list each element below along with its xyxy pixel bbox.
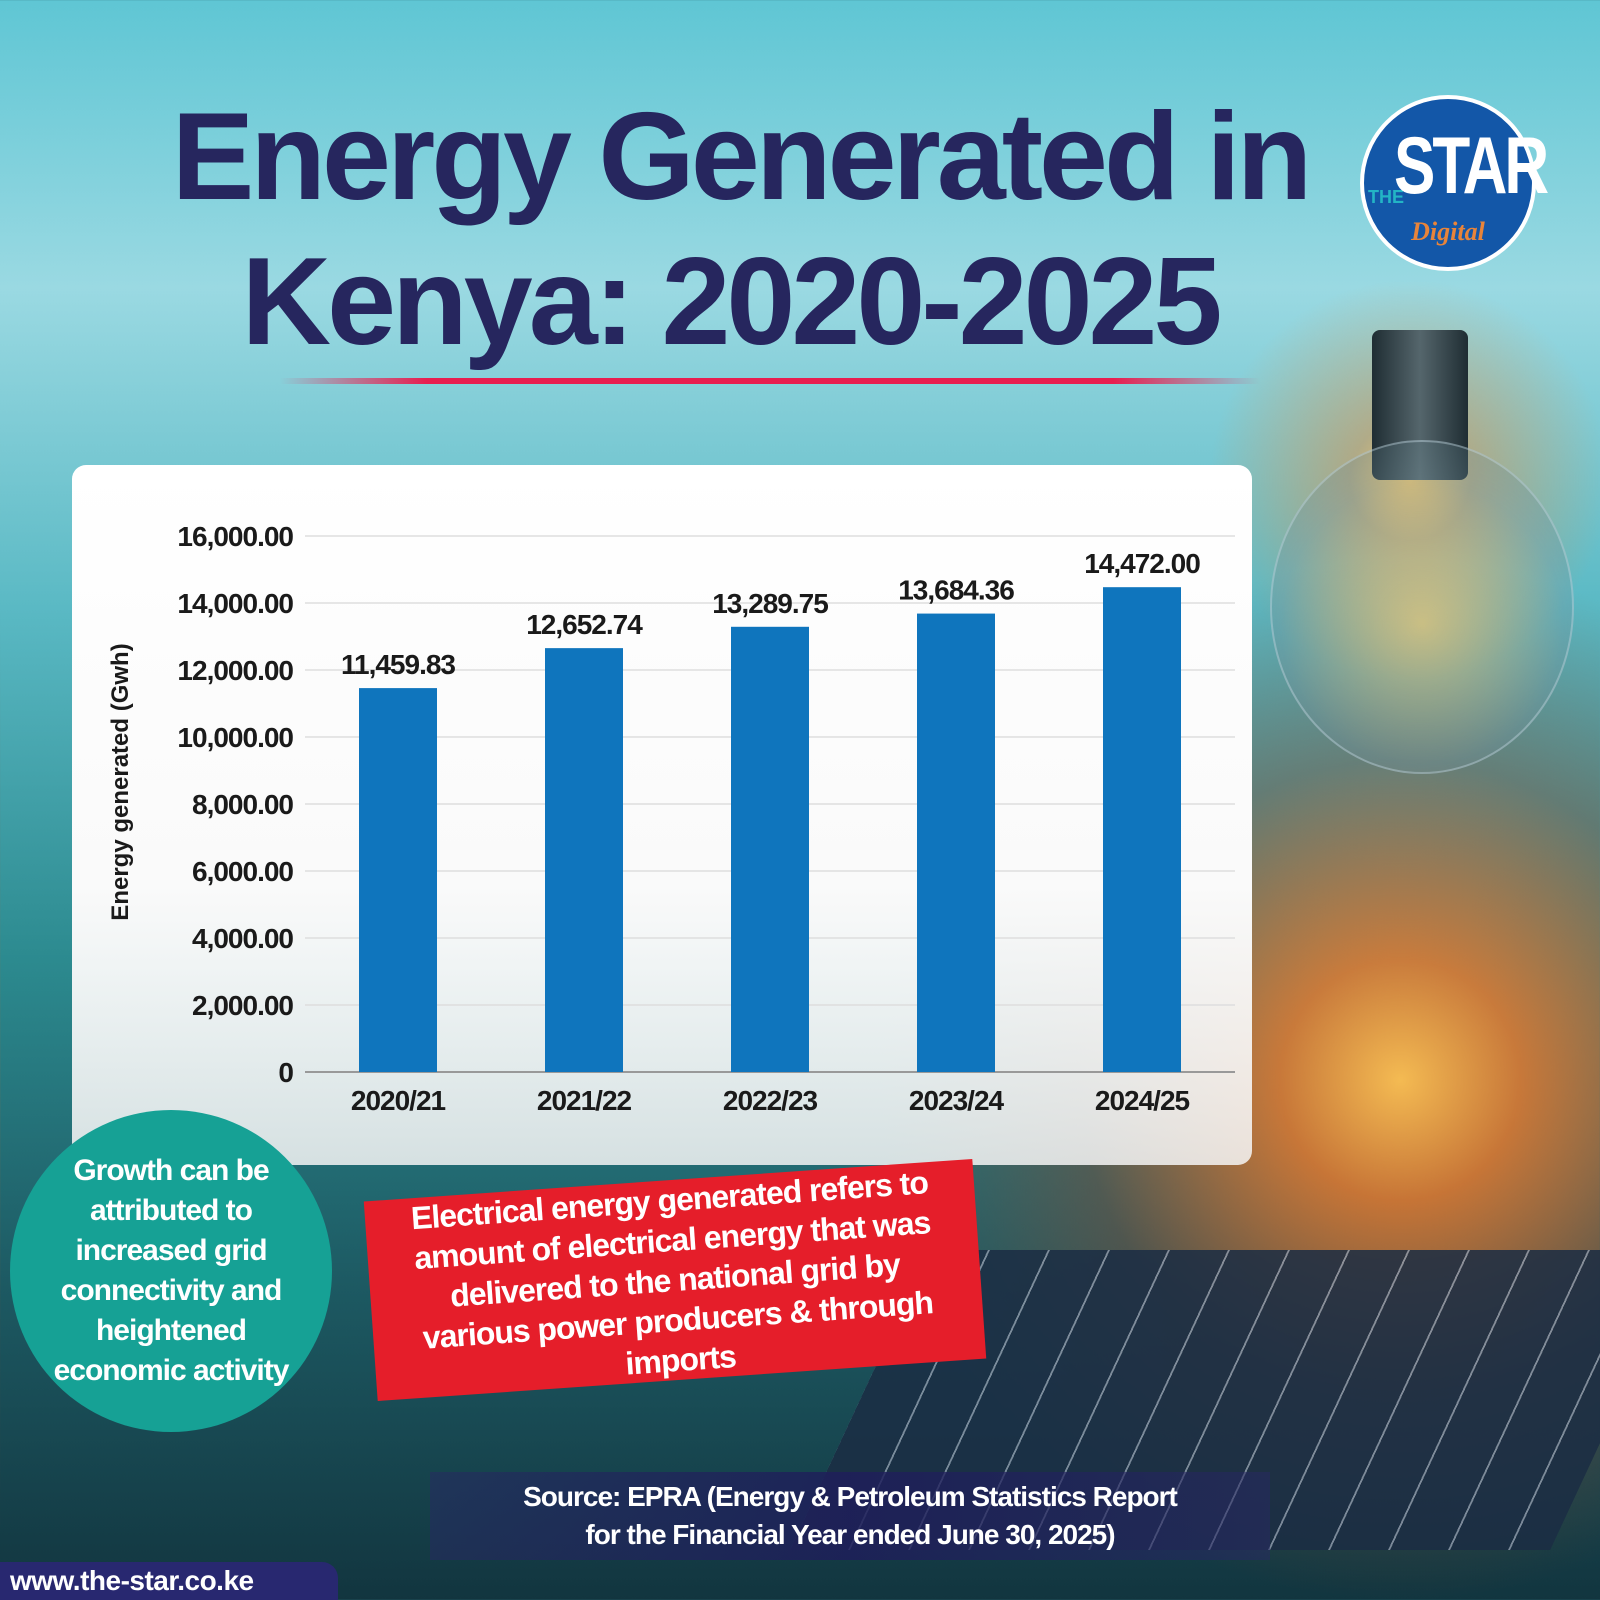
definition-text: Electrical energy generated refers to am…: [409, 1164, 934, 1382]
chart-card: [72, 465, 1252, 1165]
y-tick-label: 2,000.00: [192, 990, 293, 1021]
data-label: 11,459.83: [341, 649, 455, 680]
y-tick-label: 8,000.00: [192, 789, 293, 820]
title-line-1: Energy Generated in: [171, 88, 1313, 226]
title-underline: [280, 378, 1260, 384]
title-line-2: Kenya: 2020-2025: [241, 233, 1223, 371]
y-tick-label: 0: [278, 1057, 293, 1088]
growth-note-circle: Growth can be attributed to increased gr…: [10, 1110, 332, 1432]
x-tick-label: 2024/25: [1095, 1085, 1190, 1116]
bar-2020-21: [359, 688, 437, 1072]
source-box: Source: EPRA (Energy & Petroleum Statist…: [430, 1472, 1270, 1560]
x-tick-label: 2020/21: [351, 1085, 446, 1116]
bar-2022-23: [731, 626, 809, 1072]
source-line-2: for the Financial Year ended June 30, 20…: [585, 1519, 1115, 1550]
y-tick-label: 12,000.00: [177, 655, 293, 686]
bar-2023-24: [917, 613, 995, 1072]
data-label: 14,472.00: [1084, 548, 1200, 579]
source-line-1: Source: EPRA (Energy & Petroleum Statist…: [523, 1481, 1178, 1512]
y-tick-label: 16,000.00: [177, 521, 293, 552]
growth-note-text: Growth can be attributed to increased gr…: [53, 1154, 290, 1387]
y-tick-label: 14,000.00: [177, 588, 293, 619]
x-tick-label: 2022/23: [723, 1085, 818, 1116]
the-star-digital-logo: THE STAR Digital: [1360, 95, 1549, 271]
y-tick-label: 10,000.00: [177, 722, 293, 753]
bar-2021-22: [545, 648, 623, 1072]
definition-box: Electrical energy generated refers to am…: [363, 1158, 987, 1402]
website-url[interactable]: www.the-star.co.ke: [0, 1562, 338, 1600]
data-label: 13,289.75: [712, 588, 828, 619]
x-tick-label: 2021/22: [537, 1085, 632, 1116]
logo-digital: Digital: [1411, 217, 1485, 246]
light-bulb-image: [1270, 440, 1574, 774]
x-tick-label: 2023/24: [909, 1085, 1005, 1116]
y-tick-label: 4,000.00: [192, 923, 293, 954]
data-label: 13,684.36: [898, 575, 1014, 606]
bar-2024-25: [1103, 587, 1181, 1072]
y-axis-label: Energy generated (Gwh): [107, 643, 134, 920]
data-label: 12,652.74: [526, 609, 643, 640]
logo-the: THE: [1368, 187, 1404, 207]
y-tick-label: 6,000.00: [192, 856, 293, 887]
